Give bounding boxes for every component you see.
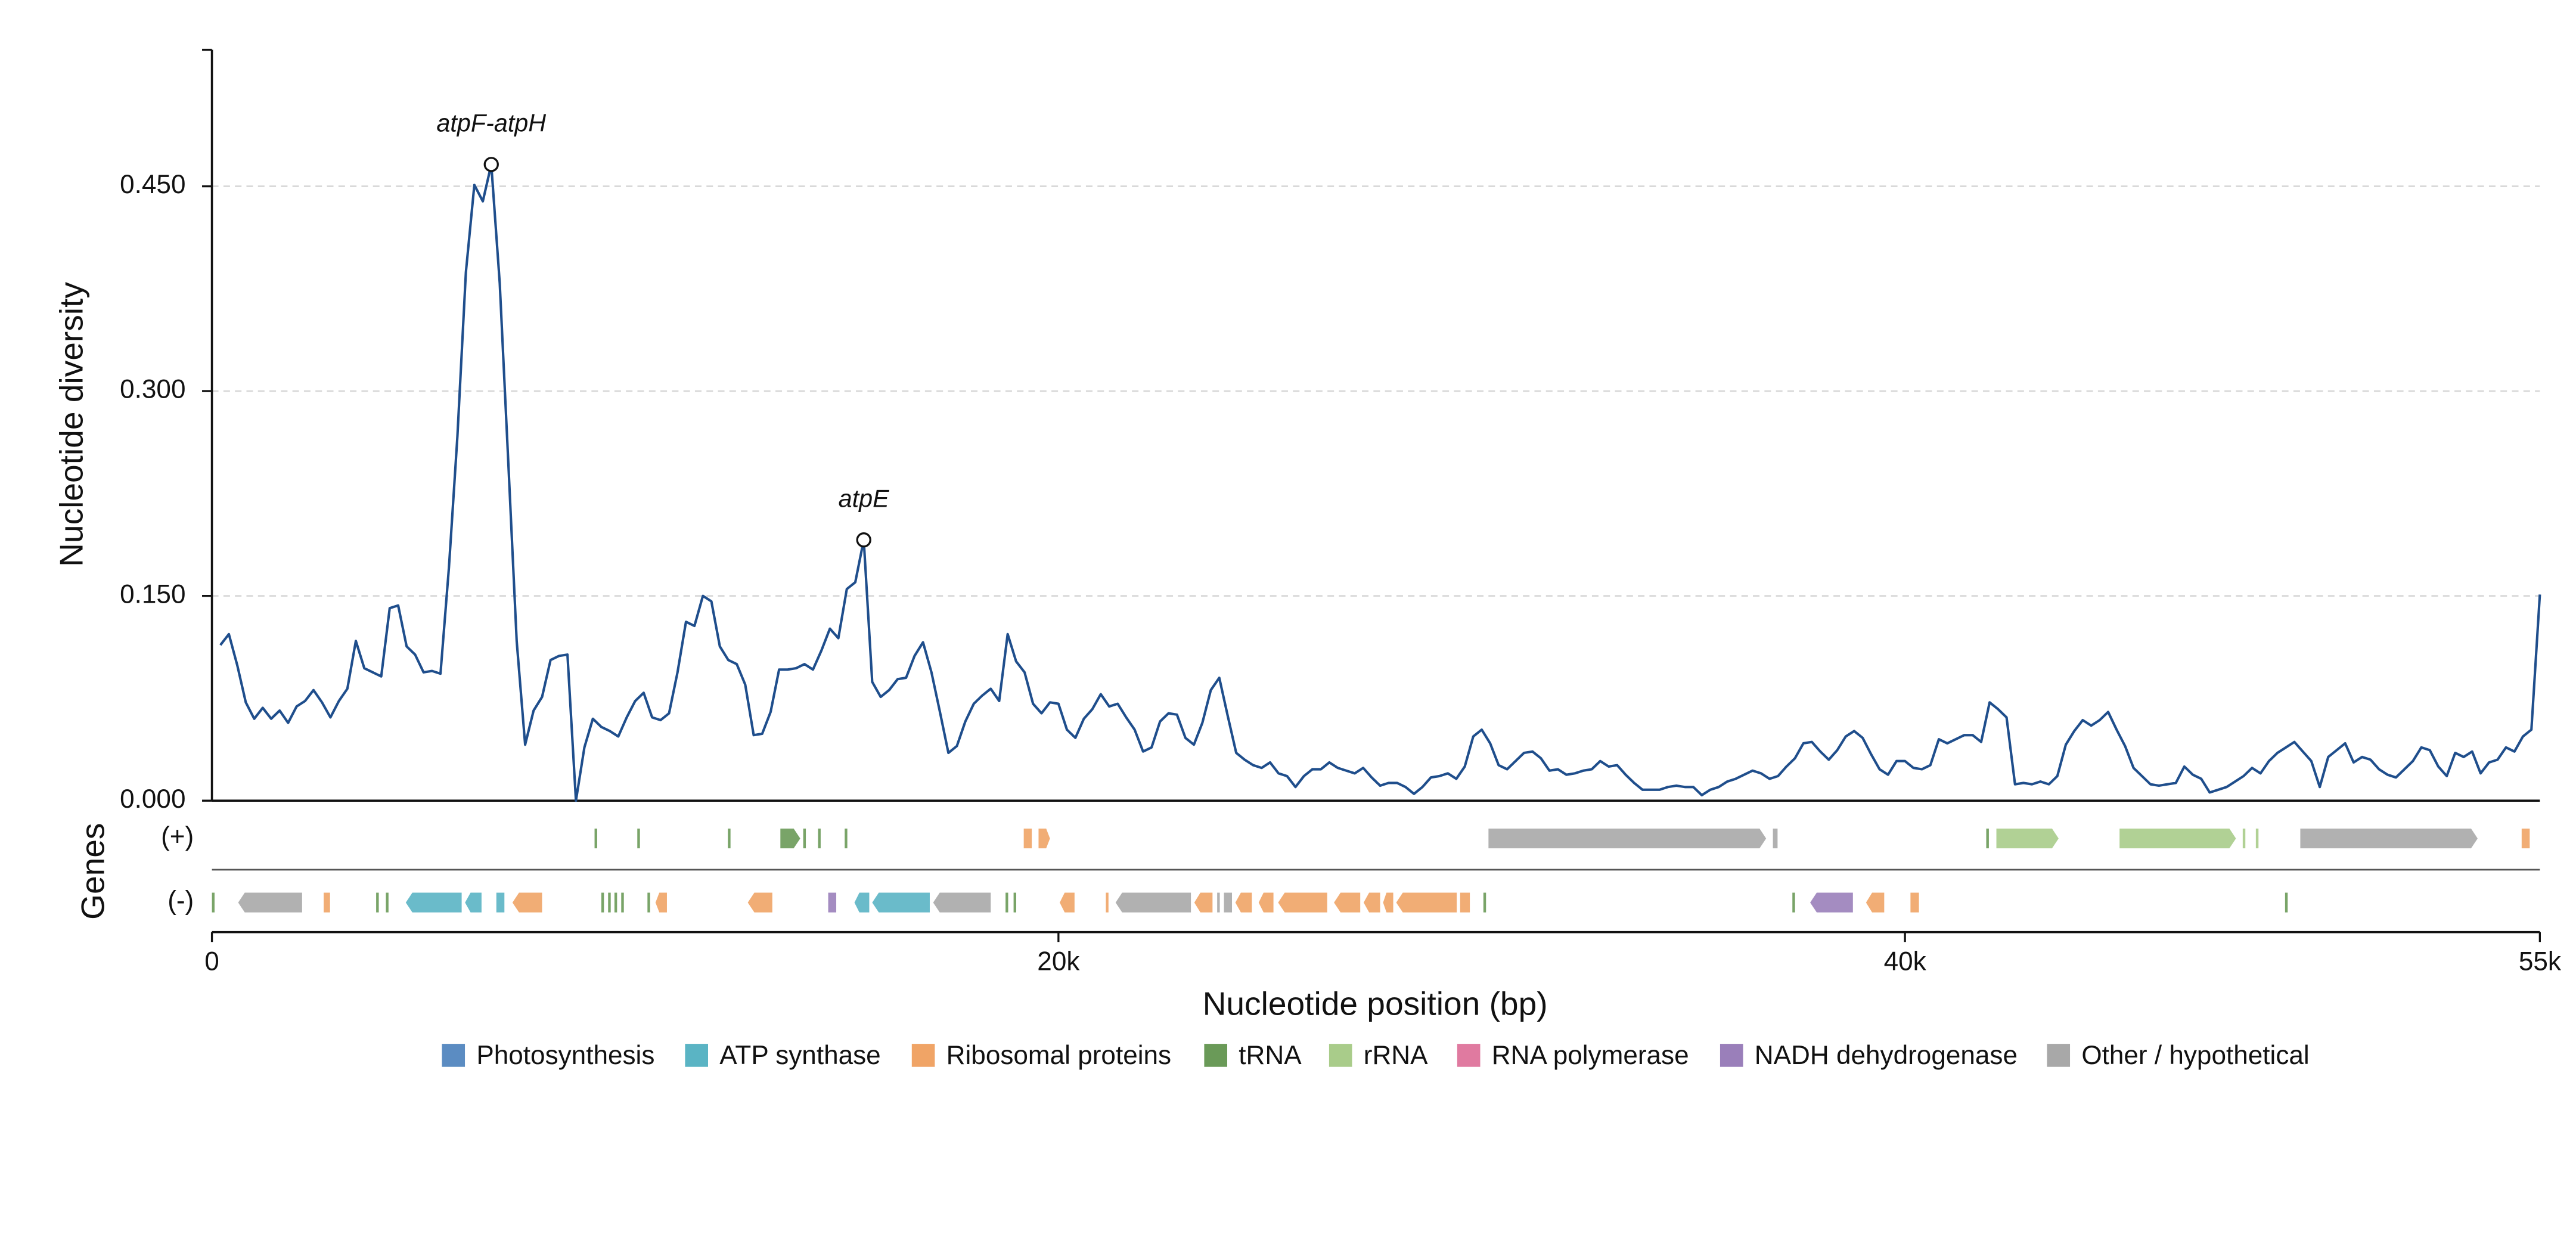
gene [637, 829, 640, 849]
annotation-label: atpF-atpH [436, 110, 546, 137]
legend-label: rRNA [1364, 1041, 1428, 1070]
diversity-line [219, 163, 2541, 802]
gene [1217, 892, 1220, 913]
strand-label: (+) [161, 822, 194, 851]
gene [655, 892, 667, 913]
gene [1106, 892, 1109, 913]
legend-swatch [1204, 1044, 1228, 1067]
x-tick-label: 20k [1037, 947, 1080, 976]
gene [608, 892, 611, 913]
gene [1363, 892, 1380, 913]
legend-swatch [1329, 1044, 1352, 1067]
legend-label: ATP synthase [719, 1041, 880, 1070]
gene [238, 892, 302, 913]
gene [845, 829, 848, 849]
gene [1224, 892, 1233, 913]
annotation-marker [483, 157, 499, 172]
gene [1396, 892, 1457, 913]
track-label: Genes [74, 823, 111, 920]
legend-label: NADH dehydrogenase [1755, 1041, 2018, 1070]
gene [2521, 829, 2530, 849]
legend-label: Photosynthesis [476, 1041, 654, 1070]
legend-swatch [1457, 1044, 1481, 1067]
legend-label: Ribosomal proteins [946, 1041, 1171, 1070]
gene [747, 892, 772, 913]
legend-swatch [1720, 1044, 1743, 1067]
gene [2285, 892, 2288, 913]
gene [1383, 892, 1393, 913]
x-axis-label: Nucleotide position (bp) [1203, 985, 1548, 1022]
gene [376, 892, 379, 913]
gene [1986, 829, 1989, 849]
gene [1773, 829, 1778, 849]
gene [324, 892, 330, 913]
gene [803, 829, 806, 849]
y-tick-label: 0.300 [120, 375, 185, 404]
gene [1996, 829, 2059, 849]
gene [386, 892, 389, 913]
gene [1060, 892, 1075, 913]
gene [728, 829, 731, 849]
annotation-label: atpE [839, 485, 889, 512]
gene [2242, 829, 2246, 849]
gene [614, 892, 617, 913]
gene [1038, 829, 1050, 849]
gene [1258, 892, 1274, 913]
gene [1792, 892, 1795, 913]
gene [818, 829, 821, 849]
x-tick-label: 0 [204, 947, 219, 976]
gene [1005, 892, 1008, 913]
gene [933, 892, 991, 913]
gene [405, 892, 462, 913]
gene [1483, 892, 1486, 913]
legend-label: Other / hypothetical [2081, 1041, 2309, 1070]
legend-label: tRNA [1239, 1041, 1302, 1070]
gene [1460, 892, 1470, 913]
legend-swatch [685, 1044, 708, 1067]
gene [1115, 892, 1191, 913]
legend-swatch [442, 1044, 465, 1067]
legend-swatch [2047, 1044, 2071, 1067]
y-tick-label: 0.000 [120, 784, 185, 814]
y-tick-label: 0.450 [120, 170, 185, 199]
gene [2119, 829, 2236, 849]
gene [512, 892, 542, 913]
gene [496, 892, 505, 913]
gene [1023, 829, 1032, 849]
gene [2300, 829, 2478, 849]
gene [1910, 892, 1919, 913]
gene [1194, 892, 1213, 913]
gene [1278, 892, 1327, 913]
y-tick-label: 0.150 [120, 579, 185, 609]
gene [212, 892, 215, 913]
gene [1866, 892, 1885, 913]
gene [1810, 892, 1853, 913]
gene [601, 892, 604, 913]
gene [465, 892, 482, 913]
gene [1334, 892, 1361, 913]
gene [621, 892, 624, 913]
gene [872, 892, 930, 913]
legend-swatch [911, 1044, 935, 1067]
gene [594, 829, 597, 849]
annotation-marker [856, 532, 871, 548]
gene [780, 829, 800, 849]
gene [2255, 829, 2259, 849]
legend-label: RNA polymerase [1492, 1041, 1689, 1070]
gene [1013, 892, 1016, 913]
gene [1488, 829, 1767, 849]
y-axis-label: Nucleotide diversity [53, 282, 90, 567]
gene [854, 892, 870, 913]
x-tick-label: 55k [2519, 947, 2562, 976]
gene [828, 892, 837, 913]
gene [1235, 892, 1252, 913]
strand-label: (-) [167, 886, 194, 916]
x-tick-label: 40k [1884, 947, 1927, 976]
gene [647, 892, 650, 913]
